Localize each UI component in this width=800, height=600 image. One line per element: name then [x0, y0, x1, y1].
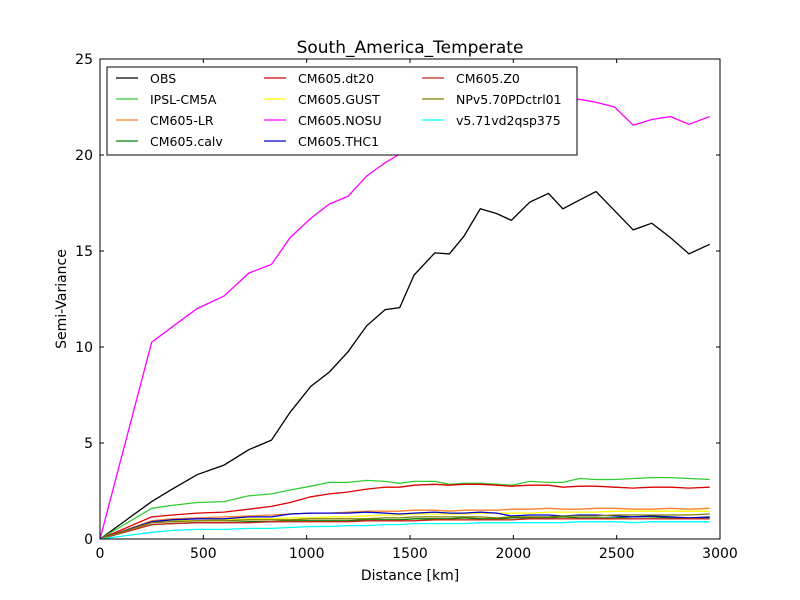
- series-line-v5-71vd2qsp375: [100, 521, 710, 539]
- plot-frame: [99, 58, 721, 540]
- x-tick-label: 3000: [702, 546, 738, 562]
- legend-label-cm605-z0: CM605.Z0: [456, 71, 520, 86]
- chart-title: South_America_Temperate: [297, 38, 524, 58]
- x-tick-label: 1500: [392, 546, 428, 562]
- legend-label-cm605-thc1: CM605.THC1: [298, 134, 379, 149]
- y-axis-label: Semi-Variance: [54, 249, 70, 349]
- series-line-npv5-70pdctrl01: [100, 513, 710, 539]
- y-tick-label: 20: [75, 148, 93, 164]
- legend-label-cm605-dt20: CM605.dt20: [298, 71, 374, 86]
- legend-label-cm605-gust: CM605.GUST: [298, 92, 380, 107]
- legend-label-v5-71vd2qsp375: v5.71vd2qsp375: [456, 113, 561, 128]
- legend: OBS IPSL-CM5A CM605-LR CM605.calv CM605.dt20…: [106, 66, 578, 156]
- series-line-cm605-dt20: [100, 483, 710, 539]
- series-line-cm605-thc1: [100, 511, 710, 539]
- x-tick-label: 2500: [599, 546, 635, 562]
- x-axis-label: Distance [km]: [361, 568, 459, 584]
- legend-label-cm605-calv: CM605.calv: [150, 134, 223, 149]
- y-tick-label: 10: [75, 340, 93, 356]
- y-tick-label: 5: [84, 436, 93, 452]
- legend-box: [106, 66, 578, 156]
- series-line-cm605-lr: [100, 507, 710, 539]
- legend-label-cm605-lr: CM605-LR: [150, 113, 214, 128]
- x-tick-label: 0: [96, 546, 105, 562]
- y-tick-label: 25: [75, 52, 93, 68]
- axes-layer: 0 500 1000 1500 2000 2500 3000 0 5 10 15 20 25: [75, 52, 738, 562]
- legend-label-obs: OBS: [150, 71, 176, 86]
- x-tick-label: 1000: [289, 546, 325, 562]
- x-tick-label: 2000: [496, 546, 532, 562]
- legend-label-cm605-nosu: CM605.NOSU: [298, 113, 382, 128]
- y-tick-label: 15: [75, 244, 93, 260]
- series-line-cm605-z0: [100, 518, 710, 539]
- series-line-cm605-nosu: [100, 98, 710, 539]
- series-layer: [100, 98, 710, 539]
- series-line-cm605-calv: [100, 516, 710, 539]
- y-tick-label: 0: [84, 532, 93, 548]
- legend-label-npv5-70pdctrl01: NPv5.70PDctrl01: [456, 92, 562, 107]
- series-line-obs: [100, 190, 710, 539]
- legend-label-ipsl-cm5a: IPSL-CM5A: [150, 92, 217, 107]
- series-line-ipsl-cm5a: [100, 476, 710, 539]
- x-tick-label: 500: [190, 546, 217, 562]
- series-line-cm605-gust: [100, 510, 710, 539]
